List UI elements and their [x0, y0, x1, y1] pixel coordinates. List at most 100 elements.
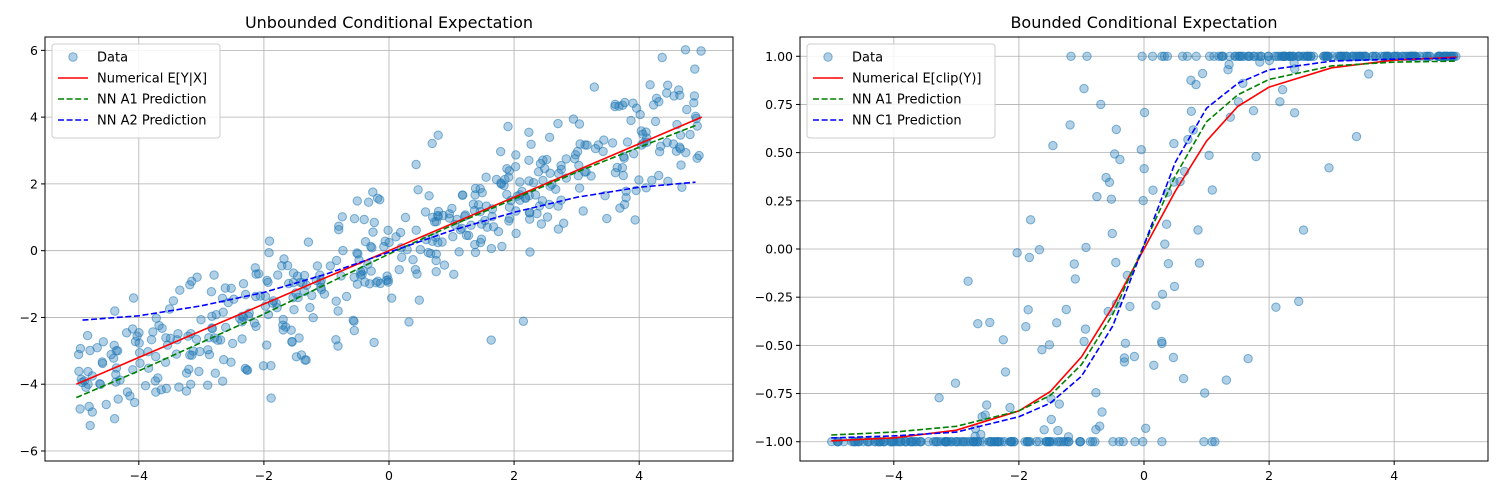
- data-point: [129, 397, 140, 408]
- data-point: [164, 304, 175, 314]
- data-point: [74, 366, 84, 376]
- data-point: [518, 316, 529, 326]
- data-point: [477, 188, 487, 198]
- series-line: [75, 124, 696, 399]
- data-point: [612, 162, 622, 173]
- data-point: [352, 279, 363, 289]
- data-point: [1109, 149, 1120, 159]
- data-point: [1364, 69, 1374, 79]
- legend-label: Numerical E[clip(Y)]: [852, 72, 982, 87]
- data-point: [568, 114, 579, 124]
- data-point: [356, 267, 366, 277]
- data-point: [1037, 345, 1047, 355]
- data-point: [109, 414, 120, 424]
- data-point: [570, 154, 580, 164]
- data-point: [849, 437, 859, 447]
- data-point: [1041, 437, 1052, 447]
- data-point: [242, 365, 253, 375]
- data-point: [1023, 305, 1033, 315]
- data-point: [1020, 437, 1030, 447]
- data-point: [384, 237, 394, 248]
- data-point: [1024, 252, 1035, 263]
- y-tick-label: −0.75: [755, 386, 793, 401]
- data-point: [928, 437, 939, 447]
- y-tick-label: −0.50: [755, 338, 793, 353]
- data-point: [192, 272, 202, 282]
- data-point: [75, 343, 86, 354]
- data-point: [1087, 437, 1098, 447]
- data-point: [1082, 51, 1092, 61]
- data-point: [448, 232, 458, 242]
- data-point: [363, 197, 374, 207]
- data-point: [1138, 437, 1148, 447]
- data-point: [1120, 338, 1131, 348]
- data-point: [466, 220, 476, 230]
- data-point: [654, 97, 664, 107]
- data-point: [431, 255, 441, 266]
- data-point: [279, 254, 289, 264]
- data-point: [331, 296, 341, 306]
- data-point: [553, 118, 563, 129]
- data-point: [559, 218, 569, 228]
- y-tick-label: 0.50: [765, 145, 793, 160]
- data-point: [1159, 51, 1170, 61]
- data-point: [542, 212, 553, 222]
- data-point: [895, 437, 905, 447]
- data-point: [1289, 51, 1299, 61]
- data-point: [288, 268, 299, 278]
- data-point: [221, 322, 231, 333]
- data-point: [654, 147, 665, 157]
- data-point: [499, 180, 509, 191]
- data-point: [504, 172, 514, 183]
- data-point: [1091, 424, 1101, 435]
- data-point: [134, 328, 144, 338]
- data-point: [341, 291, 352, 302]
- legend-label: NN A1 Prediction: [97, 93, 206, 108]
- data-point: [273, 270, 283, 280]
- legend-marker: [68, 52, 78, 62]
- data-point: [690, 64, 700, 74]
- data-point: [333, 341, 343, 351]
- data-point: [215, 335, 226, 345]
- data-point: [400, 212, 411, 223]
- data-point: [542, 154, 552, 165]
- data-point: [1157, 336, 1167, 347]
- data-point: [1031, 437, 1042, 447]
- data-point: [982, 400, 992, 410]
- data-point: [619, 153, 629, 163]
- data-point: [1221, 375, 1232, 385]
- data-point: [634, 175, 644, 185]
- data-point: [1163, 259, 1174, 269]
- data-point: [291, 352, 302, 362]
- data-point: [977, 412, 987, 422]
- data-point: [654, 170, 664, 181]
- data-point: [305, 302, 315, 313]
- data-point: [1075, 437, 1085, 447]
- data-point: [976, 429, 986, 440]
- data-point: [175, 285, 185, 295]
- y-tick-label: 6: [30, 43, 38, 58]
- data-point: [1157, 437, 1167, 447]
- data-point: [87, 407, 98, 417]
- data-point: [368, 187, 378, 197]
- data-point: [1199, 437, 1209, 447]
- data-point: [676, 160, 686, 170]
- data-point: [1114, 437, 1124, 447]
- data-point: [578, 206, 588, 216]
- data-point: [263, 277, 273, 287]
- data-point: [1323, 51, 1334, 61]
- legend-box: [51, 43, 221, 139]
- data-point: [1200, 388, 1210, 398]
- data-point: [610, 168, 621, 178]
- data-point: [645, 80, 655, 90]
- data-point: [218, 307, 228, 317]
- data-point: [675, 130, 686, 140]
- data-point: [1034, 437, 1044, 447]
- chart-bounded: Bounded Conditional Expectation −4 −2 0 2 4 …: [755, 13, 1489, 483]
- data-point: [663, 176, 673, 187]
- data-point: [1207, 437, 1217, 447]
- data-point: [237, 334, 247, 344]
- legend-label: Data: [97, 51, 128, 66]
- data-point: [397, 252, 407, 262]
- data-point: [641, 183, 651, 193]
